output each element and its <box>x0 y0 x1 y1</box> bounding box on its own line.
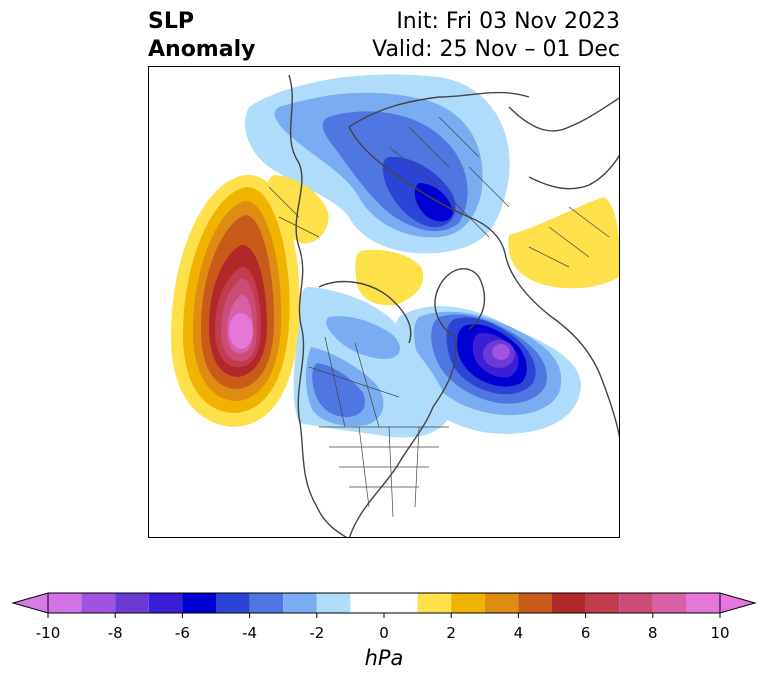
colorbar-tick-label: 0 <box>379 624 389 642</box>
colorbar-bin <box>686 593 720 613</box>
title-line-variable: SLP <box>148 9 194 34</box>
north-america-low-anomaly <box>293 287 449 438</box>
colorbar-low-extend <box>11 592 49 614</box>
colorbar-bin <box>585 593 620 613</box>
colorbar-bin <box>417 593 452 613</box>
colorbar-tick-label: 6 <box>580 624 591 642</box>
valid-period-label: Valid: 25 Nov – 01 Dec <box>372 37 620 62</box>
colorbar-bin <box>216 593 250 613</box>
anomaly-map-svg <box>171 74 619 537</box>
coastlines <box>288 74 619 537</box>
colorbar-tick-label: -4 <box>242 624 258 642</box>
colorbar-bin <box>81 593 116 613</box>
colorbar-bin <box>518 593 552 613</box>
colorbar-bin <box>619 593 653 613</box>
colorbar-bins <box>48 593 720 613</box>
colorbar-tick-label: 4 <box>513 624 524 642</box>
colorbar-bin <box>552 593 586 613</box>
colorbar-tick-label: -6 <box>174 624 190 642</box>
pacific-high-anomaly <box>171 175 300 427</box>
colorbar-unit-label: hPa <box>364 646 404 670</box>
map-title: SLP Anomaly <box>148 8 255 64</box>
colorbar-bin <box>451 593 485 613</box>
colorbar <box>11 592 757 618</box>
colorbar-bin <box>115 593 149 613</box>
forecast-info: Init: Fri 03 Nov 2023 Valid: 25 Nov – 01… <box>372 8 620 64</box>
colorbar-bin <box>48 593 82 613</box>
colorbar-tick-label: 2 <box>446 624 456 642</box>
colorbar-high-extend <box>719 592 757 614</box>
country-borders <box>268 116 610 518</box>
colorbar-tick-label: 8 <box>648 624 658 642</box>
colorbar-bin <box>484 593 519 613</box>
colorbar-bin <box>182 593 216 613</box>
colorbar-bin <box>249 593 284 613</box>
colorbar-tick-label: -8 <box>107 624 123 642</box>
colorbar-bin <box>283 593 317 613</box>
atlantic-low-anomaly <box>393 306 581 434</box>
anomaly-map <box>148 66 620 538</box>
colorbar-tick-label: 10 <box>710 624 730 642</box>
colorbar-tick-label: -10 <box>35 624 61 642</box>
title-line-field: Anomaly <box>148 37 256 62</box>
init-date-label: Init: Fri 03 Nov 2023 <box>396 9 620 34</box>
colorbar-tick-label: -2 <box>309 624 325 642</box>
colorbar-bin <box>350 593 418 613</box>
colorbar-bin <box>148 593 183 613</box>
colorbar-bin <box>316 593 351 613</box>
colorbar-bin <box>652 593 687 613</box>
colorbar-ticks <box>47 613 721 618</box>
